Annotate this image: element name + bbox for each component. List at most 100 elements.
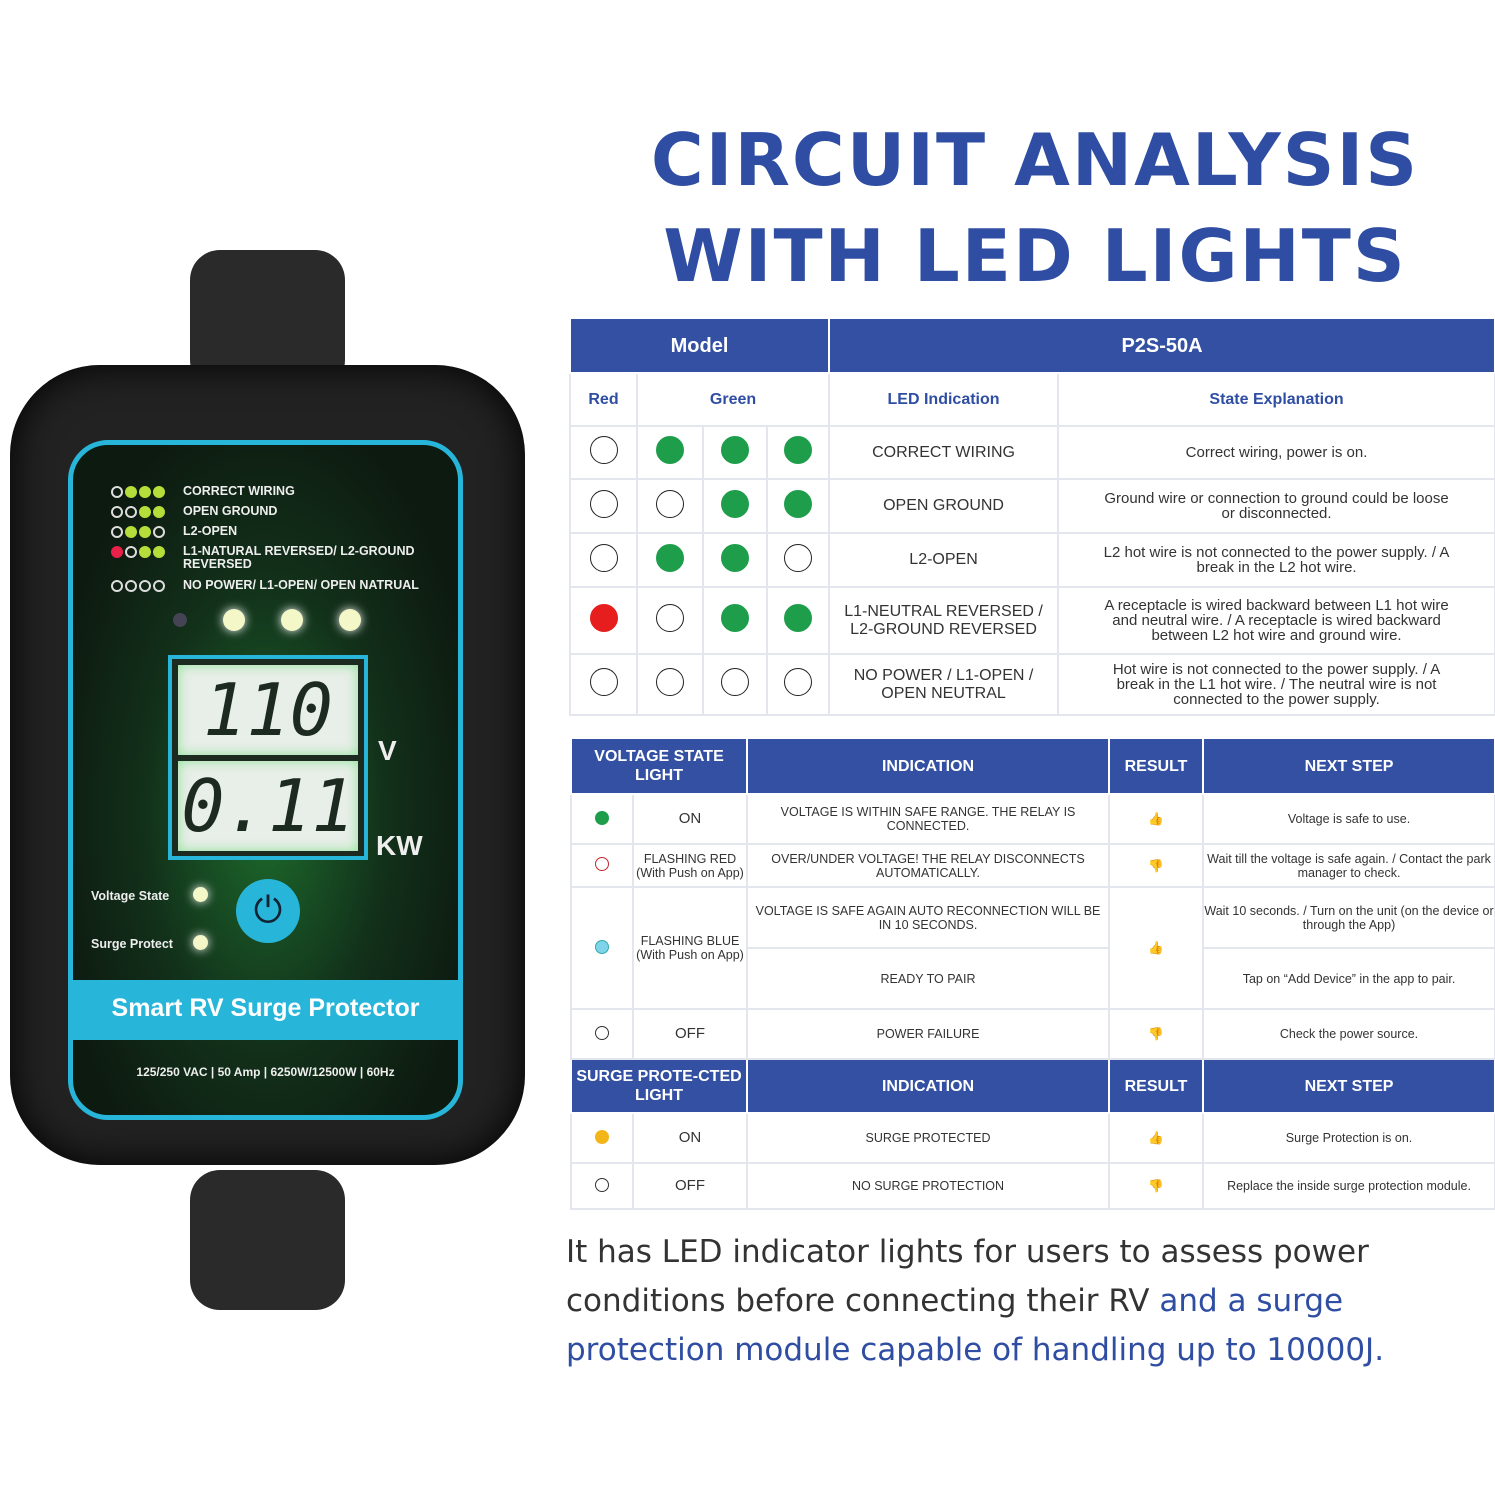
table-row: ON SURGE PROTECTED 👍 Surge Protection is…	[570, 1112, 1495, 1164]
state-explanation: Correct wiring, power is on.	[1057, 425, 1495, 480]
description-text: It has LED indicator lights for users to…	[566, 1234, 1369, 1319]
state: FLASHING RED	[643, 851, 737, 866]
next-step: Check the power source.	[1202, 1008, 1495, 1060]
led-icon	[125, 505, 137, 518]
surge-protector-device: CORRECT WIRING OPEN GROUND L2-OPEN L1-NATUR…	[10, 250, 525, 1310]
led-icon	[153, 485, 165, 498]
legend-row: CORRECT WIRING	[111, 485, 431, 498]
surge-protect-label: Surge Protect	[91, 937, 173, 951]
led-icon	[139, 505, 151, 518]
off-led-icon	[784, 668, 813, 696]
green-dot-icon	[595, 810, 609, 825]
bottom-cable	[190, 1170, 345, 1310]
red-ring-icon	[595, 857, 609, 871]
legend-row: NO POWER/ L1-OPEN/ OPEN NATRUAL	[111, 579, 431, 592]
yellow-dot-icon	[595, 1129, 609, 1144]
led-icon	[125, 545, 137, 558]
next-step: Wait till the voltage is safe again. / C…	[1202, 843, 1495, 888]
off-led-icon	[589, 489, 618, 518]
off-led-icon	[589, 543, 618, 572]
thumbs-down-icon: 👎	[1108, 1162, 1205, 1210]
legend-text: NO POWER/ L1-OPEN/ OPEN NATRUAL	[183, 578, 419, 592]
model-label: Model	[568, 317, 831, 374]
empty-ring-icon	[595, 1025, 609, 1040]
next-step: Tap on “Add Device” in the app to pair.	[1202, 947, 1495, 1010]
off-led-icon	[589, 436, 618, 464]
state: ON	[631, 1112, 749, 1164]
led-indication: L2-OPEN	[828, 532, 1060, 588]
sensor-dot	[173, 613, 187, 627]
next-step: Wait 10 seconds. / Turn on the unit (on …	[1202, 886, 1495, 949]
indicator-led	[339, 609, 361, 631]
next-step: Surge Protection is on.	[1202, 1112, 1495, 1164]
indication: VOLTAGE IS WITHIN SAFE RANGE. THE RELAY …	[746, 793, 1111, 845]
voltage-state-label: Voltage State	[91, 889, 170, 903]
legend-row: OPEN GROUND	[111, 505, 431, 518]
product-spec: 125/250 VAC | 50 Amp | 6250W/12500W | 60…	[136, 1065, 395, 1079]
header-next-step: NEXT STEP	[1202, 737, 1495, 795]
header-result: RESULT	[1108, 737, 1205, 795]
empty-ring-icon	[595, 1177, 609, 1192]
state-light-table: VOLTAGE STATE LIGHT INDICATION RESULT NE…	[569, 737, 1495, 1210]
header-red: Red	[569, 372, 638, 427]
led-indication-table: Model P2S-50A Red Green LED Indication S…	[568, 317, 1495, 716]
led-icon	[153, 579, 165, 592]
title-line-1: CIRCUIT ANALYSIS	[650, 118, 1420, 202]
header-led-indication: LED Indication	[828, 372, 1060, 427]
page-title: CIRCUIT ANALYSIS WITH LED LIGHTS	[600, 112, 1470, 304]
table-row: L1-NEUTRAL REVERSED / L2-GROUND REVERSED…	[569, 586, 1495, 655]
header-next-step: NEXT STEP	[1202, 1058, 1495, 1114]
thumbs-up-icon: 👍	[1108, 1112, 1205, 1164]
table-row: OPEN GROUND Ground wire or connection to …	[569, 478, 1495, 534]
off-led-icon	[589, 668, 618, 696]
indication: SURGE PROTECTED	[746, 1112, 1111, 1164]
state-explanation: L2 hot wire is not connected to the powe…	[1057, 532, 1495, 588]
green-led-icon	[721, 436, 749, 464]
led-icon	[125, 579, 137, 592]
led-icon	[153, 545, 165, 558]
table-row: READY TO PAIR Tap on “Add Device” in the…	[571, 947, 1495, 1010]
thumbs-down-icon: 👎	[1108, 843, 1205, 888]
green-led-icon	[721, 489, 749, 518]
product-name: Smart RV Surge Protector	[73, 980, 458, 1040]
voltage-state-led	[193, 887, 208, 902]
thumbs-down-icon: 👎	[1108, 1008, 1205, 1060]
indication: POWER FAILURE	[746, 1008, 1111, 1060]
header-indication: INDICATION	[746, 737, 1111, 795]
green-led-icon	[784, 489, 813, 518]
green-led-icon	[784, 604, 813, 632]
green-led-icon	[721, 543, 749, 572]
state: OFF	[631, 1008, 749, 1060]
table-row: CORRECT WIRING Correct wiring, power is o…	[569, 425, 1495, 480]
voltage-unit: V	[378, 735, 397, 766]
header-voltage-state-light: VOLTAGE STATE LIGHT	[569, 737, 749, 795]
state-sub: (With Push on App)	[636, 948, 744, 962]
state-explanation: Ground wire or connection to ground coul…	[1057, 478, 1495, 534]
led-icon	[139, 545, 151, 558]
indicator-led	[281, 609, 303, 631]
off-led-icon	[656, 668, 684, 696]
indication: OVER/UNDER VOLTAGE! THE RELAY DISCONNECT…	[746, 843, 1111, 888]
state-explanation: A receptacle is wired backward between L…	[1057, 586, 1495, 655]
lcd-display: 110 0.11	[168, 655, 368, 860]
table-row: OFF NO SURGE PROTECTION 👎 Replace the in…	[570, 1162, 1495, 1210]
legend-row: L2-OPEN	[111, 525, 431, 538]
green-led-icon	[656, 543, 684, 572]
legend-text: L2-OPEN	[183, 524, 238, 538]
description: It has LED indicator lights for users to…	[566, 1228, 1495, 1375]
voltage-readout: 110	[178, 665, 358, 755]
off-led-icon	[784, 543, 813, 572]
state-sub: (With Push on App)	[636, 865, 744, 880]
led-icon	[139, 525, 151, 538]
title-line-2: WITH LED LIGHTS	[663, 214, 1407, 298]
led-icon	[139, 579, 151, 592]
off-led-icon	[721, 668, 749, 696]
thumbs-up-icon: 👍	[1108, 793, 1205, 845]
device-face: CORRECT WIRING OPEN GROUND L2-OPEN L1-NATUR…	[68, 440, 463, 1120]
table-row: ON VOLTAGE IS WITHIN SAFE RANGE. THE REL…	[570, 793, 1495, 845]
led-icon	[125, 525, 137, 538]
led-indication: NO POWER / L1-OPEN / OPEN NEUTRAL	[828, 653, 1060, 716]
power-icon[interactable]: ⏻	[236, 879, 300, 943]
legend-text: L1-NATURAL REVERSED/ L2-GROUND REVERSED	[183, 544, 415, 571]
green-led-icon	[721, 604, 749, 632]
